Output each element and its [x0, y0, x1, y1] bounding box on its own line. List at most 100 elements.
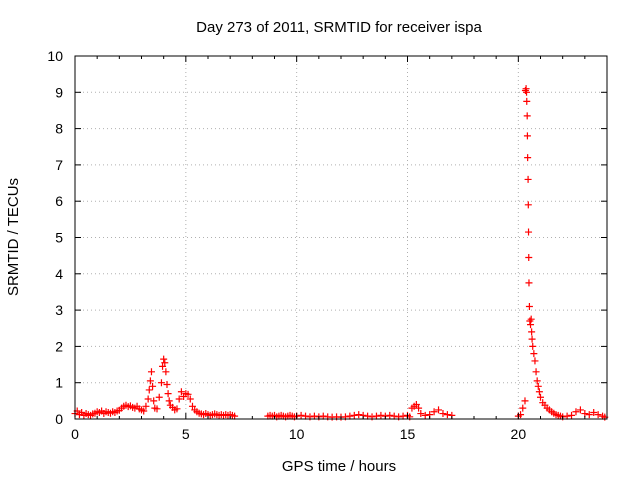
data-point [159, 362, 167, 370]
data-point [175, 395, 183, 403]
data-point [525, 279, 533, 287]
y-tick-label: 9 [55, 84, 63, 100]
x-tick-label: 10 [289, 426, 305, 442]
data-point [585, 411, 593, 419]
data-point [412, 400, 420, 408]
data-point [430, 408, 438, 416]
data-point [533, 377, 541, 385]
data-point [144, 395, 152, 403]
data-point [164, 390, 172, 398]
y-tick-label: 7 [55, 157, 63, 173]
data-point [594, 411, 602, 419]
data-point [435, 406, 443, 414]
data-point [524, 154, 532, 162]
x-axis-label: GPS time / hours [282, 458, 396, 475]
y-tick-label: 6 [55, 193, 63, 209]
data-point [355, 411, 363, 419]
x-tick-label: 5 [182, 426, 190, 442]
data-point [350, 411, 358, 419]
data-point [346, 412, 354, 420]
data-point [142, 402, 150, 410]
data-point [173, 405, 181, 413]
data-point [140, 407, 148, 415]
data-point [231, 412, 239, 420]
y-tick-label: 1 [55, 375, 63, 391]
data-point [528, 328, 536, 336]
data-point [528, 335, 536, 343]
y-tick-label: 0 [55, 411, 63, 427]
data-point [525, 253, 533, 261]
data-point [153, 405, 161, 413]
data-point [163, 381, 171, 389]
data-points [71, 85, 609, 421]
data-point [160, 355, 168, 363]
data-point [523, 97, 531, 105]
data-point [319, 412, 327, 420]
data-point [161, 359, 169, 367]
data-point [581, 410, 589, 418]
data-point [534, 382, 542, 390]
data-point [531, 357, 539, 365]
data-point [157, 379, 165, 387]
data-point [439, 410, 447, 418]
data-point [147, 368, 155, 376]
tick-labels: 0 5 10 15 20 0 1 2 3 4 5 6 7 8 9 10 [47, 48, 526, 442]
data-point [150, 397, 158, 405]
data-point [527, 321, 535, 329]
data-point [146, 377, 154, 385]
data-point [525, 228, 533, 236]
x-tick-label: 15 [400, 426, 416, 442]
data-point [186, 395, 194, 403]
data-point [524, 175, 532, 183]
data-point [417, 410, 425, 418]
data-point [145, 386, 153, 394]
data-point [523, 132, 531, 140]
data-point [162, 368, 170, 376]
y-tick-label: 5 [55, 230, 63, 246]
data-point [177, 388, 185, 396]
data-point [532, 368, 540, 376]
data-point [302, 412, 310, 420]
data-point [572, 408, 580, 416]
data-point [399, 412, 407, 420]
data-point [521, 397, 529, 405]
data-point [590, 408, 598, 416]
data-point [530, 350, 538, 358]
data-point [523, 88, 531, 96]
data-point [386, 411, 394, 419]
data-point [390, 412, 398, 420]
data-point [443, 411, 451, 419]
data-point [524, 201, 532, 209]
x-tick-label: 20 [511, 426, 527, 442]
y-tick-label: 2 [55, 338, 63, 354]
data-point [188, 402, 196, 410]
y-tick-label: 4 [55, 266, 63, 282]
y-tick-label: 10 [47, 48, 63, 64]
data-point [527, 315, 535, 323]
data-point [165, 397, 173, 405]
data-point [563, 412, 571, 420]
y-axis-label: SRMTID / TECUs [5, 178, 22, 296]
data-point [377, 411, 385, 419]
chart-title: Day 273 of 2011, SRMTID for receiver isp… [196, 19, 482, 36]
data-point [519, 404, 527, 412]
x-tick-label: 0 [71, 426, 79, 442]
data-point [523, 112, 531, 120]
data-point [525, 302, 533, 310]
data-point [568, 411, 576, 419]
data-point [155, 393, 163, 401]
y-tick-label: 8 [55, 121, 63, 137]
axis-ticks [74, 55, 607, 420]
data-point [149, 382, 157, 390]
data-point [537, 393, 544, 401]
data-point [372, 412, 380, 420]
y-tick-label: 3 [55, 302, 63, 318]
data-point [529, 342, 537, 350]
data-point [184, 390, 192, 398]
data-point [310, 412, 318, 420]
data-point [576, 406, 584, 414]
data-point [364, 412, 372, 420]
data-point [535, 388, 543, 396]
